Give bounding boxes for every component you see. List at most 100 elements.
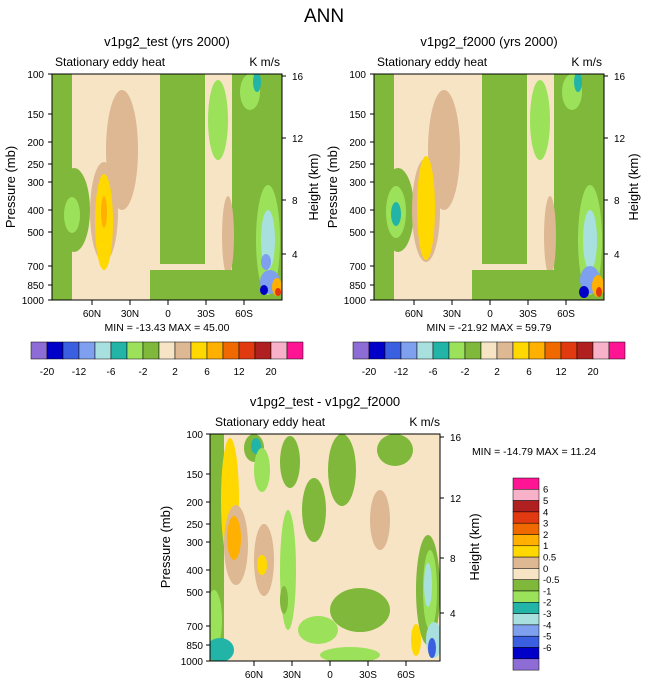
colorbar-label: 0.5: [543, 553, 556, 564]
colorbar-swatch: [238, 341, 256, 360]
panel-title: v1pg2_test (yrs 2000): [104, 34, 230, 49]
colorbar-label: -6: [107, 367, 116, 378]
colorbar-label: -20: [362, 367, 377, 378]
colorbar-swatch: [30, 341, 48, 360]
x-tick-label: 30S: [197, 309, 215, 320]
colorbar-swatch: [512, 613, 540, 626]
panel-subtitle-left: Stationary eddy heat: [377, 55, 488, 69]
y-tick-label: 150: [349, 110, 366, 121]
right-axis-label: Height (km): [306, 153, 321, 220]
right-tick-label: 8: [614, 196, 620, 207]
colorbar-swatch: [512, 489, 540, 501]
colorbar-swatch: [528, 341, 546, 360]
panel-units: K m/s: [409, 415, 440, 429]
colorbar-label: 12: [233, 367, 245, 378]
colorbar-swatch: [512, 635, 540, 648]
colorbar-swatch: [576, 341, 594, 360]
y-tick-label: 500: [186, 588, 203, 599]
y-tick-label: 1000: [181, 657, 204, 668]
colorbar-swatch: [142, 341, 160, 360]
colorbar-swatch: [206, 341, 224, 360]
fill-contour: [210, 638, 234, 661]
stats-label: MIN = -13.43 MAX = 45.00: [105, 322, 230, 334]
fill-contour: [417, 156, 435, 260]
fill-contour: [251, 438, 261, 454]
colorbar-swatch: [174, 341, 192, 360]
colorbar-swatch: [512, 500, 540, 513]
x-axis-ticks: [253, 661, 407, 666]
right-axis-label: Height (km): [626, 153, 641, 220]
fill-contour: [583, 210, 597, 270]
plot-frame: [51, 73, 283, 301]
fill-contour: [320, 647, 380, 661]
colorbar-swatch: [158, 341, 176, 360]
colorbar-swatch: [496, 341, 514, 360]
colorbar-swatch: [384, 341, 402, 360]
colorbar-label: 4: [543, 507, 548, 518]
y-axis-ticks: [206, 433, 210, 662]
colorbar-swatch: [190, 341, 208, 360]
fill-contour: [261, 254, 271, 270]
y-tick-label: 200: [186, 498, 203, 509]
colorbar-label: 3: [543, 519, 548, 530]
panel-subtitle-left: Stationary eddy heat: [55, 55, 166, 69]
colorbar-label: 6: [543, 485, 548, 496]
plot-frame: [373, 73, 605, 301]
fill-contour: [257, 555, 267, 575]
colorbar-label: -12: [394, 367, 409, 378]
fill-band-surface: [472, 270, 562, 300]
y-tick-label: 150: [186, 470, 203, 481]
right-axis-label: Height (km): [467, 513, 482, 580]
colorbar-label: 20: [587, 367, 599, 378]
colorbar-swatch: [352, 341, 370, 360]
page-title: ANN: [304, 6, 344, 27]
y-tick-label: 400: [27, 206, 44, 217]
fill-contour: [260, 285, 268, 295]
fill-contour: [328, 434, 356, 506]
colorbar-label: 2: [543, 530, 548, 541]
right-tick-label: 12: [450, 494, 462, 505]
colorbar-swatch: [512, 602, 540, 614]
fill-contour: [411, 624, 421, 656]
y-tick-label: 200: [27, 138, 44, 149]
fill-contour: [370, 490, 390, 550]
fill-contour: [298, 616, 338, 644]
right-axis-ticks: [604, 75, 608, 255]
colorbar-swatch: [544, 341, 562, 360]
right-tick-label: 12: [292, 134, 304, 145]
colorbar-label: 2: [172, 367, 178, 378]
right-axis-ticks: [440, 436, 444, 614]
right-tick-label: 8: [292, 196, 298, 207]
right-tick-label: 12: [614, 134, 626, 145]
x-axis-ticks: [413, 300, 567, 305]
colorbar-label: 0: [543, 564, 548, 575]
right-tick-label: 16: [292, 72, 304, 83]
colorbar-swatch: [512, 534, 540, 547]
y-tick-label: 1000: [22, 296, 45, 307]
panel-test: v1pg2_test (yrs 2000) Stationary eddy he…: [3, 34, 321, 378]
colorbar-swatch: [592, 341, 610, 360]
colorbar-label: -4: [543, 620, 551, 631]
colorbar-swatch: [512, 590, 540, 603]
x-tick-label: 30N: [443, 309, 461, 320]
panel-units: K m/s: [249, 55, 280, 69]
stats-label: MIN = -14.79 MAX = 11.24: [472, 446, 596, 458]
contour-field: [210, 434, 440, 661]
y-axis-ticks: [48, 73, 52, 301]
colorbar-swatch: [416, 341, 434, 360]
x-tick-label: 60S: [397, 670, 415, 681]
y-tick-label: 250: [27, 160, 44, 171]
right-tick-label: 8: [450, 554, 456, 565]
stats-label: MIN = -21.92 MAX = 59.79: [427, 322, 552, 334]
colorbar-swatch: [512, 647, 540, 660]
colorbar-label: 12: [555, 367, 567, 378]
colorbar-swatch: [512, 545, 540, 558]
y-tick-label: 500: [27, 228, 44, 239]
fill-contour: [330, 588, 390, 632]
fill-contour: [64, 197, 80, 233]
fill-band-center: [160, 74, 205, 264]
colorbar-swatch: [222, 341, 240, 360]
panel-title: v1pg2_test - v1pg2_f2000: [250, 394, 400, 409]
y-tick-label: 400: [186, 566, 203, 577]
colorbar-label: -12: [72, 367, 87, 378]
